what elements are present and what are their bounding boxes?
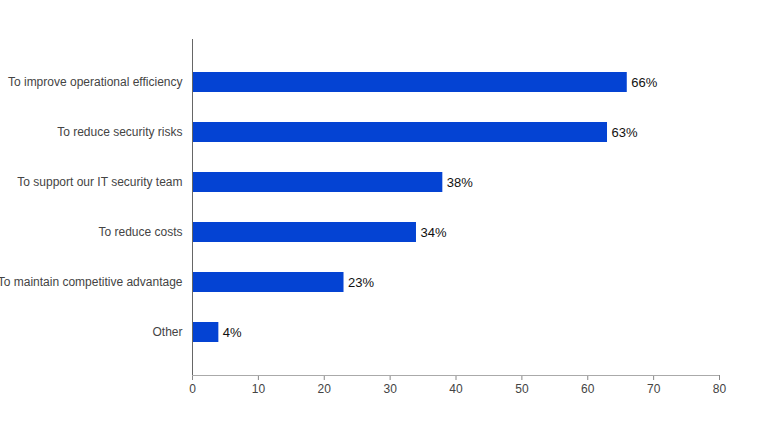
svg-text:40: 40 [449, 382, 463, 396]
svg-text:10: 10 [252, 382, 266, 396]
svg-text:To support our IT security tea: To support our IT security team [17, 175, 182, 189]
svg-text:23%: 23% [348, 275, 374, 290]
svg-text:30: 30 [383, 382, 397, 396]
svg-text:To maintain competitive advant: To maintain competitive advantage [0, 275, 183, 289]
svg-text:38%: 38% [447, 175, 473, 190]
svg-text:60: 60 [581, 382, 595, 396]
svg-text:34%: 34% [420, 225, 446, 240]
svg-text:Other: Other [152, 325, 182, 339]
svg-text:70: 70 [647, 382, 661, 396]
svg-text:50: 50 [515, 382, 529, 396]
svg-text:0: 0 [189, 382, 196, 396]
svg-text:80: 80 [713, 382, 727, 396]
svg-text:To improve operational efficie: To improve operational efficiency [8, 75, 183, 89]
svg-text:66%: 66% [631, 75, 657, 90]
svg-text:To reduce costs: To reduce costs [98, 225, 182, 239]
svg-text:63%: 63% [612, 125, 638, 140]
svg-text:To reduce security risks: To reduce security risks [57, 125, 182, 139]
svg-text:4%: 4% [223, 325, 242, 340]
svg-text:20: 20 [318, 382, 332, 396]
